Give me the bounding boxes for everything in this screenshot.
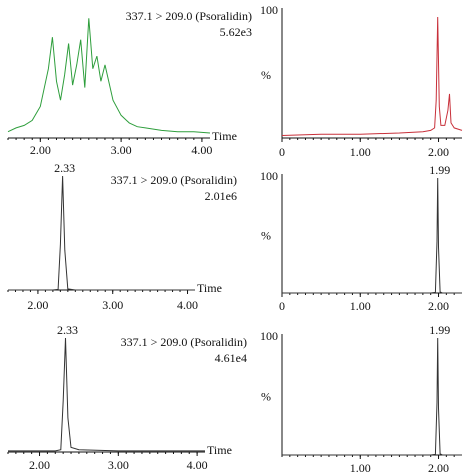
x-tick-label: 4.00 bbox=[191, 143, 212, 157]
x-axis-label: Time bbox=[197, 281, 222, 295]
x-tick-label: 1.00 bbox=[350, 299, 371, 313]
x-tick-label: 4.00 bbox=[187, 458, 208, 472]
transition-label: 337.1 > 209.0 (Psoralidin) bbox=[126, 9, 252, 23]
transition-label: 337.1 > 209.0 (Psoralidin) bbox=[111, 173, 237, 187]
x-tick-label: 3.00 bbox=[108, 458, 129, 472]
x-tick-label: 2.00 bbox=[30, 143, 51, 157]
series-line bbox=[8, 175, 195, 291]
series-line bbox=[282, 177, 462, 294]
peak-label: 1.99 bbox=[429, 323, 450, 337]
y-axis-label: % bbox=[261, 229, 271, 243]
x-axis-label: Time bbox=[212, 129, 237, 143]
x-tick-label: 2.00 bbox=[29, 458, 50, 472]
intensity-label: 2.01e6 bbox=[205, 189, 237, 203]
intensity-label: 5.62e3 bbox=[220, 25, 252, 39]
x-axis-label: Time bbox=[207, 443, 232, 457]
y-top-label: 100 bbox=[260, 169, 278, 183]
chart-panel-p3: 2.00 3.00 4.00 Time 337.1 > 209.0 (Psoralidi… bbox=[7, 161, 237, 312]
x-tick-label: 2.00 bbox=[27, 298, 48, 312]
series-line bbox=[8, 337, 205, 452]
x-tick-label: 4.00 bbox=[177, 298, 198, 312]
x-tick-label: 1.00 bbox=[350, 145, 371, 159]
x-tick-label: 1.00 bbox=[350, 461, 371, 474]
x-tick-label: 2.00 bbox=[428, 299, 449, 313]
x-tick-label: 3.00 bbox=[102, 298, 123, 312]
series-line bbox=[282, 337, 462, 456]
x-tick-label: 2.00 bbox=[428, 461, 449, 474]
x-tick-label: 3.00 bbox=[111, 143, 132, 157]
chart-panel-p6: 1.00 2.00 100% 1.99 bbox=[260, 323, 462, 474]
x-tick-label: 0 bbox=[279, 299, 285, 313]
y-top-label: 100 bbox=[260, 3, 278, 17]
peak-label: 1.99 bbox=[429, 163, 450, 177]
chart-panel-p4: 0 1.00 2.00 100% 1.99 bbox=[260, 163, 462, 313]
transition-label: 337.1 > 209.0 (Psoralidin) bbox=[121, 335, 247, 349]
y-axis-label: % bbox=[261, 68, 271, 82]
y-top-label: 100 bbox=[260, 329, 278, 343]
series-line bbox=[281, 16, 463, 136]
series-line bbox=[7, 18, 211, 134]
peak-label: 2.33 bbox=[54, 161, 75, 175]
chart-panel-p2: 0 1.00 2.00 100% bbox=[260, 3, 463, 159]
x-tick-label: 0 bbox=[279, 145, 285, 159]
intensity-label: 4.61e4 bbox=[215, 351, 247, 365]
x-tick-label: 2.00 bbox=[428, 145, 449, 159]
peak-label: 2.33 bbox=[57, 323, 78, 337]
y-axis-label: % bbox=[261, 390, 271, 404]
